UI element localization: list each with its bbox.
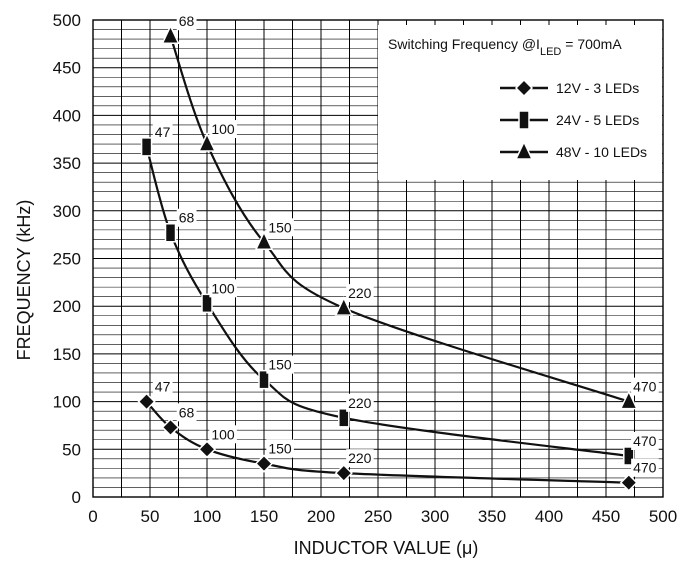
data-label-background [346, 284, 374, 303]
x-tick-label: 500 [649, 507, 677, 526]
y-tick-label: 350 [53, 154, 81, 173]
marker-diamond [137, 392, 156, 411]
legend-title: Switching Frequency @ILED = 700mA [388, 36, 622, 58]
data-label: 47 [155, 124, 171, 140]
x-tick-label: 150 [250, 507, 278, 526]
legend-entry-diamond: 12V - 3 LEDs [500, 78, 639, 98]
marker-diamond [161, 418, 180, 437]
legend-title-tail: = 700mA [561, 36, 622, 52]
data-label-background [176, 403, 197, 422]
y-tick-label: 400 [53, 106, 81, 125]
grid [92, 19, 664, 498]
data-label-background [266, 439, 294, 458]
x-tick-label: 100 [193, 507, 221, 526]
data-label-background [346, 449, 374, 468]
data-label: 68 [179, 404, 195, 420]
y-tick-label: 200 [53, 297, 81, 316]
y-axis-title: FREQUENCY (kHz) [14, 200, 34, 361]
data-labels-layer: 47 68 100 150 220 470 47 68 100 150 220 470 68 100 150… [152, 12, 659, 477]
x-tick-label: 0 [88, 507, 97, 526]
legend-title-main: Switching Frequency @I [388, 36, 540, 52]
data-label-background [209, 425, 237, 444]
marker-triangle [514, 140, 534, 160]
marker-square [164, 222, 177, 243]
y-tick-label: 250 [53, 250, 81, 269]
plot-frame [92, 19, 664, 498]
legend-entry-triangle: 48V - 10 LEDs [500, 140, 647, 160]
marker-triangle [334, 296, 353, 316]
marker-diamond [334, 464, 353, 483]
marker-square [201, 293, 213, 314]
x-tick-label: 400 [535, 507, 563, 526]
marker-triangle [619, 389, 638, 410]
x-tick-label: 300 [421, 507, 449, 526]
y-tick-label: 50 [62, 440, 81, 459]
series-square [140, 137, 635, 466]
x-axis-title: INDUCTOR VALUE (μ) [294, 538, 479, 558]
marker-square [258, 369, 270, 390]
legend-label: 48V - 10 LEDs [556, 144, 647, 160]
data-label: 470 [633, 379, 657, 395]
legend: Switching Frequency @ILED = 700mA 12V - … [378, 25, 662, 180]
data-label: 220 [348, 450, 372, 466]
data-label: 220 [348, 285, 372, 301]
x-tick-label: 250 [364, 507, 392, 526]
data-label: 150 [268, 441, 292, 457]
data-label: 68 [179, 13, 195, 29]
series-line [169, 35, 630, 403]
marker-triangle [161, 24, 180, 44]
data-label-background [266, 218, 294, 237]
data-label: 100 [211, 280, 235, 296]
data-label-background [176, 208, 197, 227]
marker-diamond [197, 440, 217, 459]
x-tick-label: 50 [141, 507, 160, 526]
marker-diamond [514, 78, 534, 98]
marker-diamond [619, 473, 638, 492]
y-tick-label: 500 [53, 11, 81, 30]
data-label-background [209, 120, 237, 139]
marker-square [338, 408, 350, 428]
y-tick-label: 150 [53, 345, 81, 364]
data-label: 100 [211, 426, 235, 442]
data-label: 150 [268, 219, 292, 235]
data-label-background [152, 122, 173, 141]
marker-square [518, 110, 530, 130]
x-tick-label: 450 [592, 507, 620, 526]
data-label-background [152, 377, 173, 396]
legend-entry-square: 24V - 5 LEDs [500, 110, 639, 130]
marker-triangle [197, 132, 217, 152]
data-label: 47 [155, 379, 171, 395]
data-label-background [631, 458, 659, 477]
marker-diamond [254, 454, 274, 473]
x-tick-label: 200 [307, 507, 335, 526]
data-label: 68 [179, 210, 195, 226]
data-label: 100 [211, 121, 235, 137]
legend-label: 12V - 3 LEDs [556, 80, 639, 96]
data-label: 220 [348, 395, 372, 411]
y-tick-label: 100 [53, 393, 81, 412]
x-tick-label: 350 [478, 507, 506, 526]
y-tick-label: 0 [72, 488, 81, 507]
marker-square [623, 446, 635, 466]
data-label: 470 [633, 433, 657, 449]
data-label: 150 [268, 357, 292, 373]
y-tick-label: 300 [53, 202, 81, 221]
series-layer [137, 24, 638, 492]
series-diamond [137, 392, 638, 492]
data-label-background [176, 12, 197, 31]
data-label: 470 [633, 460, 657, 476]
data-label-background [346, 393, 374, 412]
data-label-background [209, 279, 237, 298]
y-tick-label: 450 [53, 59, 81, 78]
data-label-background [631, 431, 659, 450]
marker-square [140, 137, 153, 157]
legend-label: 24V - 5 LEDs [556, 112, 639, 128]
series-triangle [161, 24, 638, 410]
legend-title-subscript: LED [540, 46, 561, 58]
marker-triangle [254, 230, 274, 251]
data-label-background [266, 355, 294, 374]
data-label-background [631, 377, 659, 396]
tick-labels: 0 50 100 150 200 250 300 350 400 450 500 0 50 100 150 2… [53, 11, 678, 526]
